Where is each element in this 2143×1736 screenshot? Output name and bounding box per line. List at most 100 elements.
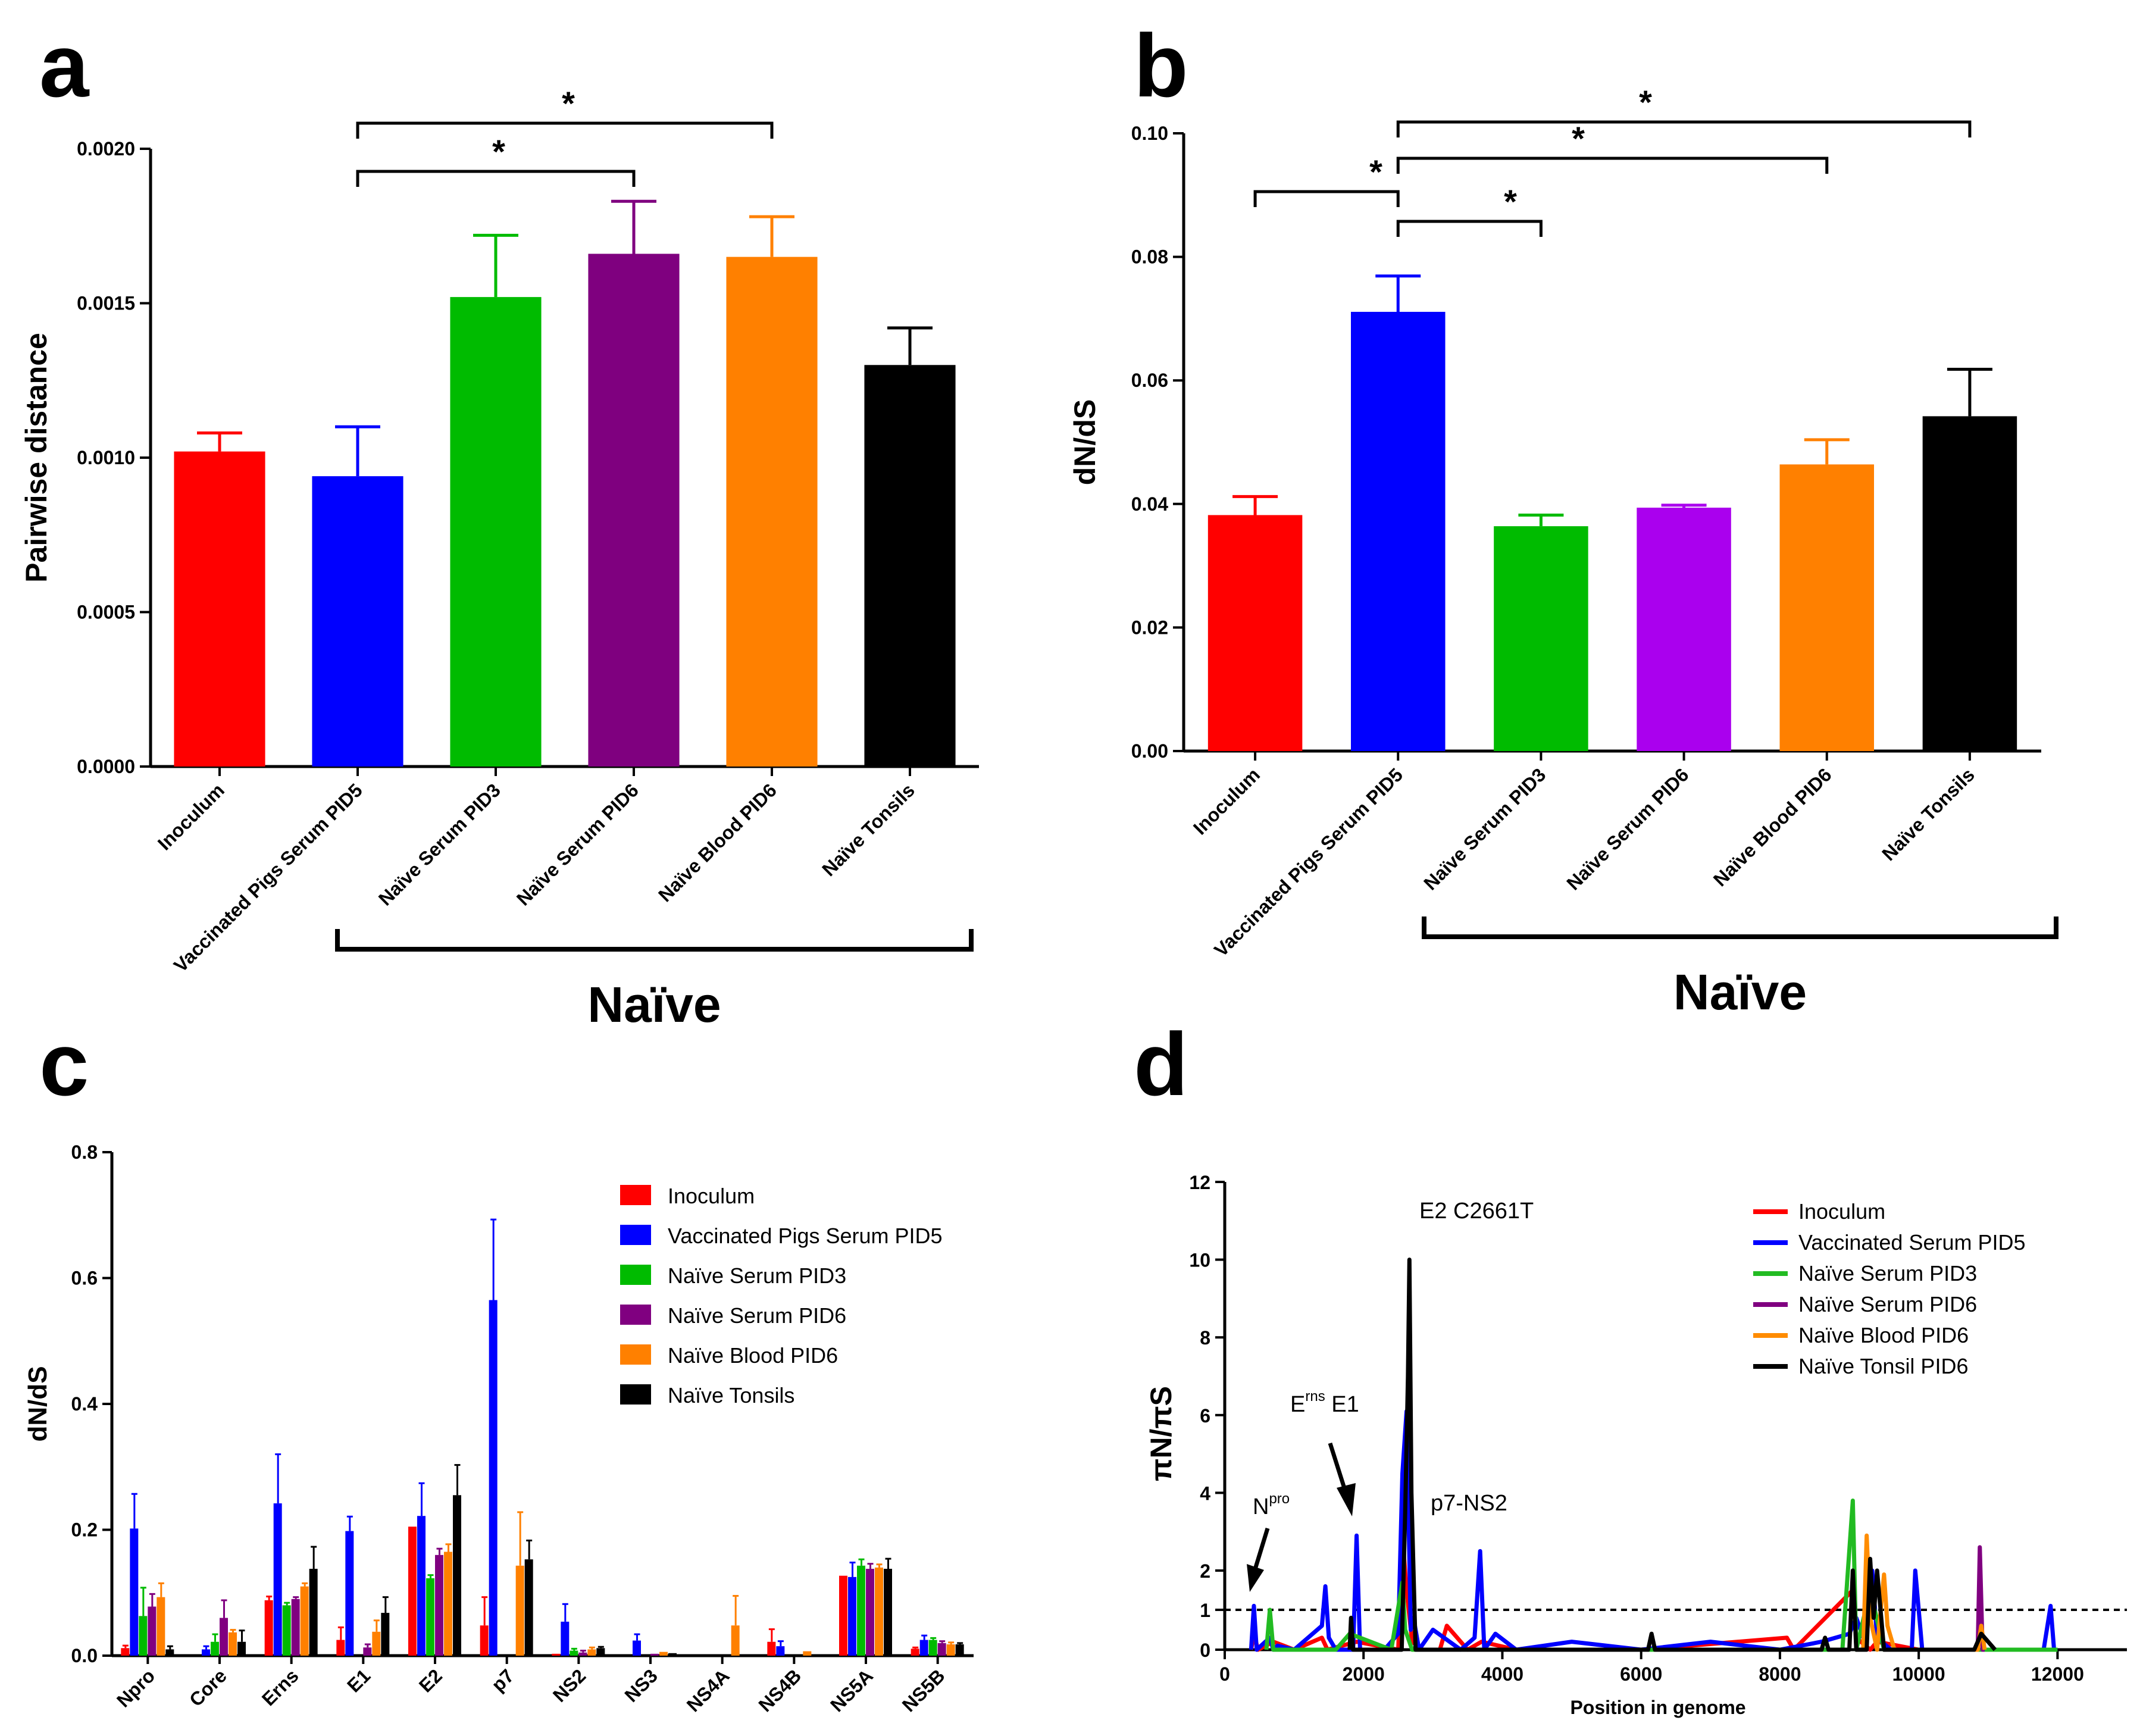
bar	[955, 1644, 964, 1656]
x-tick-label: 0	[1219, 1663, 1230, 1685]
legend-swatch	[620, 1265, 651, 1285]
bar	[875, 1567, 883, 1656]
category-label: NS5B	[898, 1665, 949, 1716]
legend-label: Naïve Serum PID3	[668, 1263, 846, 1288]
y-tick-label: 0.00	[1131, 740, 1168, 762]
bar	[561, 1621, 570, 1656]
bar	[911, 1649, 919, 1656]
y-tick-label: 0.08	[1131, 246, 1168, 268]
arrow-head	[1247, 1564, 1264, 1592]
arrow-head	[1337, 1483, 1356, 1516]
bar	[588, 254, 680, 767]
bar	[444, 1552, 452, 1656]
category-label: E2	[415, 1665, 446, 1696]
bar	[928, 1640, 937, 1656]
bar	[450, 297, 542, 767]
y-tick-label: 2	[1200, 1560, 1210, 1582]
significance-bracket	[1396, 120, 1972, 137]
category-label: Naïve Blood PID6	[1709, 764, 1836, 890]
category-label: Naïve Tonsils	[1878, 764, 1979, 865]
significance-bracket	[1396, 220, 1543, 237]
y-tick-label: 0.8	[71, 1141, 98, 1163]
bar	[767, 1641, 776, 1656]
bar	[578, 1652, 587, 1656]
bar	[381, 1613, 390, 1656]
category-label: p7	[487, 1665, 518, 1696]
bar	[148, 1606, 157, 1656]
bar	[1207, 515, 1303, 751]
category-label: NS2	[549, 1665, 590, 1706]
series-line	[1249, 1533, 2058, 1652]
category-label: Naïve Tonsils	[818, 779, 919, 880]
y-tick-label: 1	[1200, 1600, 1210, 1621]
series-line	[1249, 1409, 2058, 1652]
panel-letter-a: a	[39, 15, 90, 115]
bar	[776, 1646, 785, 1656]
y-axis-label: dN/dS	[1068, 399, 1102, 485]
y-tick-label: 0.04	[1131, 493, 1168, 515]
bar	[650, 1653, 659, 1656]
bar	[1922, 416, 2017, 751]
group-label: Naïve	[587, 977, 721, 1033]
y-axis-label: dN/dS	[23, 1366, 52, 1441]
legend-label: Naïve Blood PID6	[1798, 1323, 1969, 1347]
group-bracket	[335, 929, 974, 952]
legend-label: Naïve Tonsil PID6	[1798, 1354, 1968, 1378]
x-tick-label: 6000	[1620, 1663, 1662, 1685]
bar	[336, 1640, 345, 1656]
bar	[587, 1649, 596, 1656]
legend-label: Inoculum	[1798, 1199, 1885, 1224]
significance-star: *	[1504, 183, 1517, 220]
annotation-tail: E1	[1325, 1392, 1359, 1417]
bar	[435, 1554, 443, 1656]
bar	[480, 1625, 489, 1656]
bar	[866, 1569, 874, 1656]
bar	[570, 1650, 578, 1656]
legend-label: Vaccinated Pigs Serum PID5	[668, 1224, 943, 1248]
y-axis-label: Pairwise distance	[20, 333, 53, 583]
y-tick-label: 0.4	[71, 1393, 98, 1415]
y-tick-label: 0.0020	[77, 138, 135, 159]
category-label: Erns	[258, 1665, 303, 1710]
x-axis-label: Position in genome	[1570, 1697, 1745, 1718]
bar	[515, 1565, 524, 1656]
bar	[839, 1575, 847, 1656]
y-tick-label: 0.2	[71, 1519, 98, 1541]
series-line	[1264, 1498, 2058, 1652]
y-tick-label: 0.0000	[77, 756, 135, 777]
arrow-shaft	[1328, 1442, 1349, 1495]
legend-label: Naïve Serum PID3	[1798, 1261, 1977, 1285]
legend-label: Vaccinated Serum PID5	[1798, 1230, 2026, 1255]
annotation-e2: E2 C2661T	[1419, 1199, 1534, 1224]
category-label: NS5A	[826, 1665, 877, 1716]
bar	[731, 1625, 740, 1656]
bar	[229, 1632, 237, 1656]
legend-label: Naïve Serum PID6	[1798, 1292, 1977, 1316]
bar	[417, 1516, 426, 1656]
bar	[1637, 508, 1731, 751]
x-tick-label: 12000	[2031, 1663, 2084, 1685]
category-label: Core	[185, 1665, 231, 1710]
bar	[937, 1643, 946, 1656]
arrow-shaft	[1252, 1527, 1270, 1572]
y-tick-label: 0.0	[71, 1645, 98, 1666]
bar	[291, 1599, 300, 1656]
y-tick-label: 4	[1200, 1482, 1210, 1504]
y-axis-label: πN/πS	[1144, 1386, 1178, 1481]
category-label: NS4A	[683, 1665, 734, 1716]
y-tick-label: 0.10	[1131, 123, 1168, 144]
category-label: Naïve Serum PID3	[1419, 764, 1550, 894]
y-tick-label: 0.0005	[77, 602, 135, 623]
category-label: Naïve Serum PID6	[512, 779, 643, 909]
bar	[121, 1648, 130, 1656]
legend-label: Naïve Serum PID6	[668, 1303, 846, 1328]
group-label: Naïve	[1673, 964, 1807, 1020]
x-tick-label: 4000	[1481, 1663, 1523, 1685]
significance-star: *	[1572, 120, 1585, 157]
bar	[300, 1586, 309, 1656]
bar	[165, 1649, 174, 1656]
bar	[1350, 311, 1446, 751]
legend-swatch	[620, 1225, 651, 1245]
bar	[139, 1616, 148, 1656]
